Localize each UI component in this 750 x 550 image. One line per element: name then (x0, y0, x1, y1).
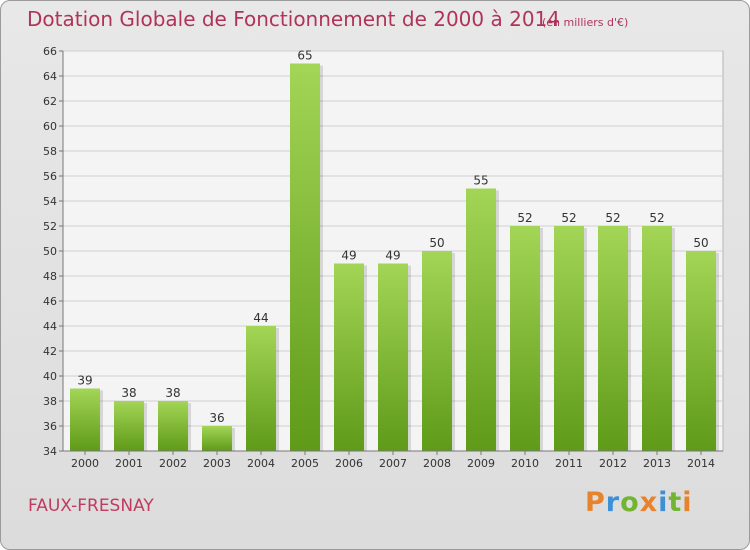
x-tick-label: 2004 (247, 457, 275, 470)
data-label: 49 (385, 249, 400, 263)
commune-name: FAUX-FRESNAY (28, 496, 154, 516)
bar (378, 263, 408, 451)
y-tick-label: 62 (43, 95, 57, 108)
bar (686, 251, 716, 451)
data-label: 36 (209, 411, 224, 425)
data-label: 38 (121, 386, 136, 400)
x-tick-label: 2013 (643, 457, 671, 470)
bar (334, 263, 364, 451)
data-label: 65 (297, 49, 312, 63)
bar (114, 401, 144, 451)
data-label: 52 (517, 211, 532, 225)
y-tick-label: 50 (43, 245, 57, 258)
data-label: 39 (77, 374, 92, 388)
x-tick-label: 2009 (467, 457, 495, 470)
y-tick-label: 34 (43, 445, 57, 458)
data-label: 44 (253, 311, 268, 325)
y-tick-label: 56 (43, 170, 57, 183)
x-tick-label: 2001 (115, 457, 143, 470)
x-tick-label: 2006 (335, 457, 363, 470)
data-label: 55 (473, 174, 488, 188)
x-tick-label: 2010 (511, 457, 539, 470)
data-label: 52 (605, 211, 620, 225)
chart-unit-subtitle: (en milliers d'€) (542, 16, 629, 29)
bar (158, 401, 188, 451)
x-tick-label: 2003 (203, 457, 231, 470)
y-tick-label: 52 (43, 220, 57, 233)
y-tick-label: 46 (43, 295, 57, 308)
y-tick-label: 44 (43, 320, 57, 333)
data-label: 49 (341, 249, 356, 263)
data-label: 50 (429, 236, 444, 250)
bar (202, 426, 232, 451)
bar (642, 226, 672, 451)
x-tick-label: 2002 (159, 457, 187, 470)
y-tick-label: 60 (43, 120, 57, 133)
x-tick-label: 2014 (687, 457, 715, 470)
data-label: 38 (165, 386, 180, 400)
proxiti-logo: Proxiti (585, 487, 693, 518)
x-tick-label: 2007 (379, 457, 407, 470)
y-tick-label: 64 (43, 70, 57, 83)
x-tick-label: 2005 (291, 457, 319, 470)
x-tick-label: 2012 (599, 457, 627, 470)
bar (290, 63, 320, 451)
bar (510, 226, 540, 451)
data-label: 50 (693, 236, 708, 250)
y-tick-label: 58 (43, 145, 57, 158)
x-tick-label: 2011 (555, 457, 583, 470)
x-tick-label: 2000 (71, 457, 99, 470)
bar (598, 226, 628, 451)
bar (70, 388, 100, 451)
y-tick-label: 40 (43, 370, 57, 383)
y-tick-label: 36 (43, 420, 57, 433)
y-tick-label: 66 (43, 45, 57, 58)
bar (422, 251, 452, 451)
y-tick-label: 48 (43, 270, 57, 283)
data-label: 52 (649, 211, 664, 225)
data-label: 52 (561, 211, 576, 225)
bar (246, 326, 276, 451)
bar (466, 188, 496, 451)
x-tick-label: 2008 (423, 457, 451, 470)
y-tick-label: 42 (43, 345, 57, 358)
y-tick-label: 54 (43, 195, 57, 208)
bar (554, 226, 584, 451)
y-tick-label: 38 (43, 395, 57, 408)
chart-title: Dotation Globale de Fonctionnement de 20… (27, 7, 560, 31)
